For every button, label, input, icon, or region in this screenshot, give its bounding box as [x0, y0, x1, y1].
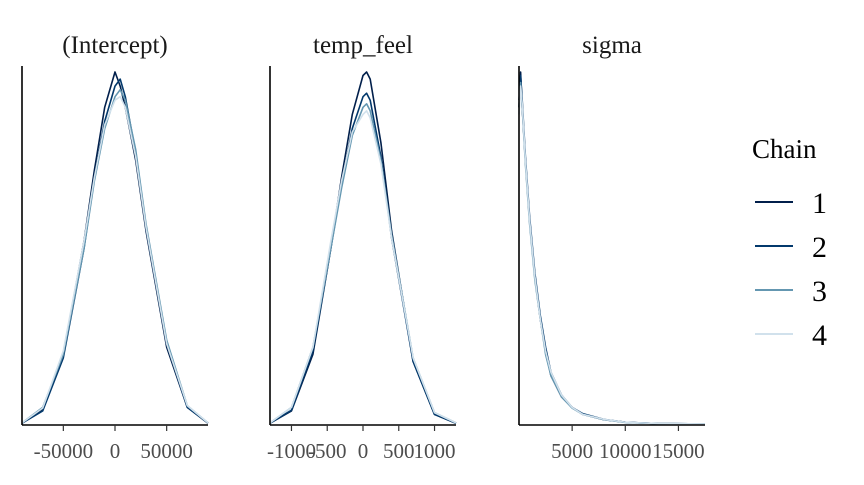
x-tick-label: 5000	[551, 439, 593, 463]
x-tick-label: -1000	[267, 439, 316, 463]
panel-sigma: sigma 5000 10000 15000	[518, 32, 706, 463]
x-tick-label: 15000	[652, 439, 705, 463]
legend-title: Chain	[752, 134, 817, 164]
density-line-chain-3	[269, 103, 457, 424]
x-tick-label: 0	[358, 439, 369, 463]
facet-panels: (Intercept)-50000 0 50000temp_feel-1000-50…	[21, 32, 706, 463]
density-line-chain-1	[21, 71, 209, 424]
density-line-chain-4	[518, 85, 706, 425]
panel-title: temp_feel	[313, 32, 413, 59]
panel-temp-feel: temp_feel -1000-500 0 500 1000	[267, 32, 457, 463]
x-tick-label: 1000	[414, 439, 456, 463]
legend-items: 1 2 3 4	[755, 187, 827, 352]
legend-label-chain-1: 1	[812, 187, 827, 220]
density-line-chain-2	[269, 92, 457, 424]
x-tick-label: 10000	[599, 439, 652, 463]
x-tick-label: 500	[383, 439, 415, 463]
x-tick-label: -500	[308, 439, 347, 463]
panel-intercept: (Intercept) -50000 0 50000	[21, 32, 209, 463]
legend-label-chain-4: 4	[812, 319, 827, 352]
panel-title: sigma	[582, 32, 642, 59]
density-line-chain-3	[21, 88, 209, 424]
density-line-chain-1	[518, 71, 706, 425]
density-line-chain-4	[21, 95, 209, 424]
density-line-chain-4	[269, 110, 457, 424]
legend-label-chain-2: 2	[812, 231, 827, 264]
density-line-chain-1	[269, 71, 457, 424]
panel-title: (Intercept)	[62, 32, 167, 59]
x-tick-label: -50000	[34, 439, 94, 463]
chain-legend: Chain 1 2 3 4	[752, 134, 827, 352]
x-tick-label: 50000	[140, 439, 193, 463]
density-line-chain-3	[518, 81, 706, 425]
x-tick-label: 0	[110, 439, 121, 463]
density-line-chain-2	[21, 78, 209, 424]
density-line-chain-2	[518, 74, 706, 425]
legend-label-chain-3: 3	[812, 275, 827, 308]
